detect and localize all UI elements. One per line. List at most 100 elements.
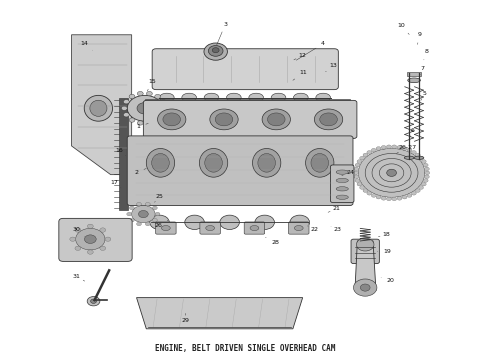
FancyBboxPatch shape <box>152 49 338 90</box>
Ellipse shape <box>205 153 222 172</box>
Text: 31: 31 <box>73 274 85 281</box>
Circle shape <box>397 197 402 200</box>
Circle shape <box>91 299 97 303</box>
Ellipse shape <box>204 93 219 102</box>
Circle shape <box>127 212 132 216</box>
Circle shape <box>363 153 368 157</box>
Circle shape <box>147 121 152 125</box>
Circle shape <box>354 175 359 179</box>
FancyBboxPatch shape <box>59 219 132 261</box>
Ellipse shape <box>249 93 264 102</box>
Text: 28: 28 <box>266 237 279 245</box>
Circle shape <box>397 145 402 149</box>
Text: 14: 14 <box>81 41 93 50</box>
Ellipse shape <box>158 109 186 130</box>
Ellipse shape <box>252 148 281 177</box>
Ellipse shape <box>315 109 343 130</box>
Circle shape <box>290 215 310 229</box>
Circle shape <box>137 103 153 114</box>
Circle shape <box>402 147 407 150</box>
Text: 4: 4 <box>296 41 325 60</box>
Ellipse shape <box>271 93 286 102</box>
Ellipse shape <box>152 153 169 172</box>
Circle shape <box>123 113 129 117</box>
Circle shape <box>87 250 93 254</box>
Ellipse shape <box>414 156 424 159</box>
Circle shape <box>376 147 381 150</box>
Text: 9: 9 <box>417 32 422 44</box>
Ellipse shape <box>336 170 348 174</box>
Text: 13: 13 <box>326 63 337 72</box>
Circle shape <box>255 215 274 229</box>
Ellipse shape <box>159 93 174 102</box>
Circle shape <box>416 189 420 193</box>
Circle shape <box>421 183 426 186</box>
Ellipse shape <box>210 109 238 130</box>
Ellipse shape <box>258 153 275 172</box>
Circle shape <box>150 215 169 229</box>
Ellipse shape <box>199 148 228 177</box>
Circle shape <box>358 148 425 197</box>
Circle shape <box>132 206 155 223</box>
Circle shape <box>155 94 161 99</box>
Circle shape <box>407 148 412 152</box>
Circle shape <box>139 211 148 218</box>
Circle shape <box>392 145 397 149</box>
Text: 24: 24 <box>342 170 354 176</box>
Ellipse shape <box>226 93 241 102</box>
Ellipse shape <box>336 187 348 191</box>
Text: 18: 18 <box>378 232 391 237</box>
Circle shape <box>360 284 370 291</box>
Circle shape <box>75 228 81 232</box>
Circle shape <box>354 167 359 171</box>
Circle shape <box>155 118 161 122</box>
Ellipse shape <box>268 113 285 126</box>
Ellipse shape <box>182 93 196 102</box>
Ellipse shape <box>294 226 303 230</box>
Text: 23: 23 <box>331 226 342 232</box>
Polygon shape <box>137 298 303 329</box>
Circle shape <box>100 228 106 232</box>
Circle shape <box>387 145 392 149</box>
Text: 26: 26 <box>154 221 168 228</box>
Circle shape <box>137 202 142 206</box>
Circle shape <box>75 228 105 250</box>
Circle shape <box>360 186 365 189</box>
Ellipse shape <box>84 95 113 121</box>
Ellipse shape <box>320 113 337 126</box>
Circle shape <box>129 219 134 222</box>
Circle shape <box>357 160 362 163</box>
Text: 26-27: 26-27 <box>396 144 416 153</box>
Text: 3: 3 <box>217 22 227 45</box>
Circle shape <box>367 192 372 195</box>
Bar <box>145 99 350 102</box>
Circle shape <box>160 100 166 104</box>
Circle shape <box>371 148 376 152</box>
Bar <box>407 72 421 76</box>
Circle shape <box>355 163 360 167</box>
Text: 1: 1 <box>137 123 148 130</box>
Circle shape <box>212 48 219 53</box>
Ellipse shape <box>262 109 291 130</box>
Ellipse shape <box>294 93 308 102</box>
Circle shape <box>371 194 376 197</box>
Text: ENGINE, BELT DRIVEN SINGLE OVERHEAD CAM: ENGINE, BELT DRIVEN SINGLE OVERHEAD CAM <box>155 344 335 353</box>
Circle shape <box>155 212 160 216</box>
Circle shape <box>185 215 204 229</box>
Circle shape <box>363 189 368 193</box>
Circle shape <box>100 246 106 251</box>
Text: 29: 29 <box>181 314 190 323</box>
Ellipse shape <box>163 113 180 126</box>
FancyBboxPatch shape <box>156 222 176 234</box>
Circle shape <box>204 43 227 60</box>
Text: 17: 17 <box>110 180 121 188</box>
Ellipse shape <box>250 226 259 230</box>
Circle shape <box>70 237 75 241</box>
Circle shape <box>147 91 152 96</box>
Circle shape <box>146 202 150 206</box>
Text: 8: 8 <box>424 49 429 60</box>
Circle shape <box>137 121 143 125</box>
Circle shape <box>418 156 423 160</box>
Circle shape <box>392 197 397 201</box>
Circle shape <box>208 45 223 56</box>
